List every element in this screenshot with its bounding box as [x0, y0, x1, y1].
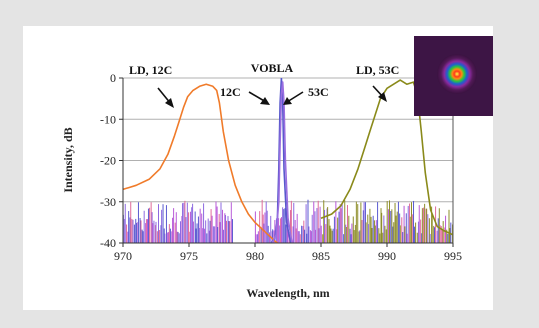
annotation-12c: 12C — [220, 85, 241, 99]
arrow-ld-12c-head — [165, 98, 174, 108]
beam-profile-spot — [437, 54, 477, 94]
arrow-ld-53c-head — [378, 92, 387, 102]
y-tick-label: 0 — [110, 71, 116, 85]
series-line-0 — [123, 83, 278, 243]
x-tick-label: 975 — [180, 249, 198, 263]
beam-profile-inset — [414, 36, 493, 116]
series-line-3 — [320, 79, 453, 236]
annotation-ld-53c: LD, 53C — [356, 63, 399, 77]
annotation-ld-12c: LD, 12C — [129, 63, 172, 77]
spectrum-series — [123, 78, 453, 243]
y-tick-label: -20 — [100, 154, 116, 168]
x-tick-label: 980 — [246, 249, 264, 263]
annotation-vobla: VOBLA — [251, 61, 294, 75]
x-axis-title: Wavelength, nm — [246, 286, 329, 300]
y-tick-label: -30 — [100, 195, 116, 209]
y-axis-title: Intensity, dB — [61, 127, 75, 192]
arrow-53c-head — [283, 97, 292, 105]
annotations: LD, 12C VOBLA 12C 53C LD, 53C — [129, 61, 399, 108]
y-tick-label: -40 — [100, 236, 116, 250]
chart-card: 0 -10 -20 -30 -40 970 975 980 985 990 995 Waveleng… — [23, 26, 493, 310]
x-tick-label: 995 — [444, 249, 462, 263]
annotation-53c: 53C — [308, 85, 329, 99]
noise-floor — [123, 199, 453, 243]
y-tick-label: -10 — [100, 112, 116, 126]
arrow-53c — [286, 91, 304, 103]
series-line-2 — [271, 81, 293, 243]
x-tick-label: 990 — [378, 249, 396, 263]
x-tick-label: 970 — [114, 249, 132, 263]
x-tick-label: 985 — [312, 249, 330, 263]
arrow-12c-head — [260, 97, 270, 105]
